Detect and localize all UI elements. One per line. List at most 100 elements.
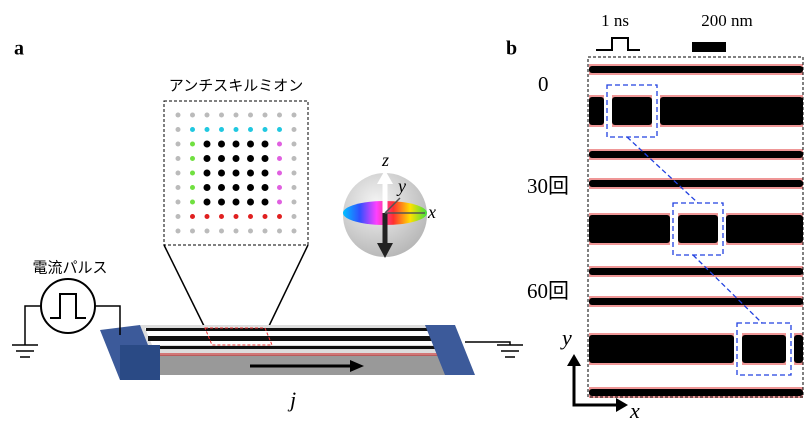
spin xyxy=(263,127,268,132)
zoom-line xyxy=(164,245,205,328)
spin xyxy=(277,171,282,176)
electrode xyxy=(120,345,160,380)
spin xyxy=(190,200,195,205)
spin xyxy=(277,185,282,190)
spin xyxy=(205,214,210,219)
spin xyxy=(262,141,269,148)
spin xyxy=(176,156,181,161)
arrow-head xyxy=(567,354,581,366)
spin xyxy=(204,170,211,177)
spin xyxy=(218,170,225,177)
spin xyxy=(263,229,268,234)
spin xyxy=(247,141,254,148)
stripe xyxy=(726,215,803,243)
pulse-symbol xyxy=(596,38,640,50)
spin xyxy=(247,155,254,162)
spin xyxy=(262,170,269,177)
spin xyxy=(176,185,181,190)
stripe xyxy=(589,389,803,396)
panel-label: a xyxy=(14,38,24,60)
spin xyxy=(247,170,254,177)
spin xyxy=(292,214,297,219)
spin xyxy=(234,229,239,234)
spin xyxy=(248,113,253,118)
spin xyxy=(247,199,254,206)
spin xyxy=(176,214,181,219)
spin xyxy=(190,185,195,190)
spin xyxy=(292,142,297,147)
tracking-line xyxy=(693,255,762,323)
spin xyxy=(205,113,210,118)
stripe xyxy=(148,336,440,341)
spin xyxy=(176,171,181,176)
spin xyxy=(262,199,269,206)
tracks xyxy=(589,64,803,398)
inset-title: アンチスキルミオン xyxy=(169,77,303,95)
spin xyxy=(204,199,211,206)
tracking-line xyxy=(627,137,698,203)
stripe xyxy=(660,97,803,125)
spin xyxy=(233,184,240,191)
axes-arrows xyxy=(574,360,620,405)
spin xyxy=(248,214,253,219)
spin xyxy=(292,156,297,161)
spin xyxy=(233,141,240,148)
spin xyxy=(190,113,195,118)
stripe xyxy=(742,335,786,363)
source-label: 電流パルス xyxy=(32,259,107,277)
row-label: 60回 xyxy=(527,279,569,303)
row-label: 30回 xyxy=(527,174,569,198)
stripe xyxy=(153,353,445,356)
spin xyxy=(190,214,195,219)
spin xyxy=(263,113,268,118)
axis-label: x xyxy=(629,398,640,422)
stripe xyxy=(589,66,803,73)
spin xyxy=(218,184,225,191)
zoom-line xyxy=(268,245,308,328)
spin xyxy=(176,200,181,205)
spin xyxy=(234,127,239,132)
pulse-source xyxy=(41,279,95,333)
scale-bar xyxy=(692,42,726,52)
spin xyxy=(205,127,210,132)
current-label: j xyxy=(287,387,296,412)
spin xyxy=(277,229,282,234)
spin xyxy=(292,200,297,205)
axis-label: z xyxy=(381,150,389,170)
spin xyxy=(190,156,195,161)
spin xyxy=(292,171,297,176)
spin xyxy=(176,142,181,147)
spin xyxy=(218,199,225,206)
spin xyxy=(277,156,282,161)
stripe xyxy=(612,97,652,125)
spin xyxy=(247,184,254,191)
spin xyxy=(190,171,195,176)
spin xyxy=(277,113,282,118)
pulse-label: 1 ns xyxy=(601,11,629,30)
stripe xyxy=(589,335,734,363)
spin xyxy=(292,127,297,132)
spin xyxy=(218,155,225,162)
spin xyxy=(292,113,297,118)
spin xyxy=(176,127,181,132)
stripe xyxy=(146,328,436,331)
arrow-head xyxy=(616,398,628,412)
spin xyxy=(248,127,253,132)
row-label: 0 xyxy=(538,72,549,96)
wire xyxy=(25,306,41,345)
figure: a アンチスキルミオン z y x j 電流パルス b 1 ns 200 nm … xyxy=(0,0,804,422)
axis-label: x xyxy=(427,202,436,222)
spin xyxy=(176,229,181,234)
stripe xyxy=(589,268,803,275)
spin xyxy=(190,142,195,147)
spin xyxy=(176,113,181,118)
spin xyxy=(218,141,225,148)
spin xyxy=(233,199,240,206)
spin xyxy=(233,170,240,177)
stripe xyxy=(150,346,442,349)
stripe xyxy=(678,215,718,243)
spin xyxy=(292,185,297,190)
stripe xyxy=(589,180,803,187)
axis-label: y xyxy=(396,176,406,196)
spin xyxy=(204,141,211,148)
